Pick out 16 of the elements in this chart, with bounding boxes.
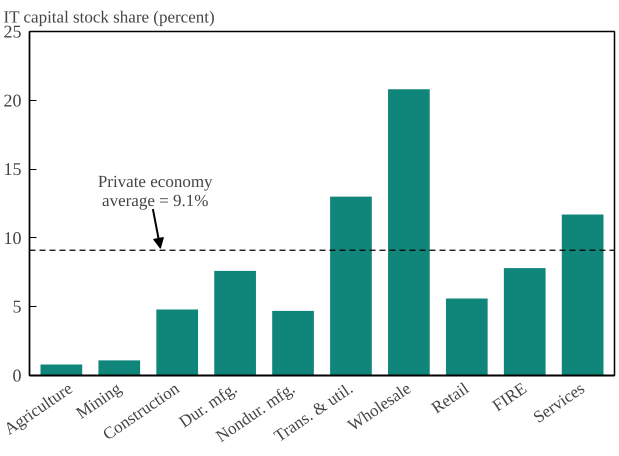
- y-tick-label: 20: [4, 90, 22, 110]
- ref-line-label: Private economy average = 9.1%: [98, 172, 214, 210]
- bar: [330, 196, 372, 376]
- bar: [388, 89, 430, 376]
- y-tick-label: 15: [4, 159, 22, 180]
- bar: [272, 310, 314, 376]
- bar: [504, 268, 546, 376]
- bar: [214, 270, 256, 376]
- bar: [98, 360, 140, 376]
- y-tick-label: 10: [4, 228, 22, 248]
- bar: [40, 364, 82, 376]
- bar: [562, 214, 604, 376]
- bar: [446, 298, 488, 376]
- bar: [156, 309, 198, 376]
- y-tick-label: 0: [12, 366, 22, 386]
- y-tick-label: 5: [12, 296, 22, 317]
